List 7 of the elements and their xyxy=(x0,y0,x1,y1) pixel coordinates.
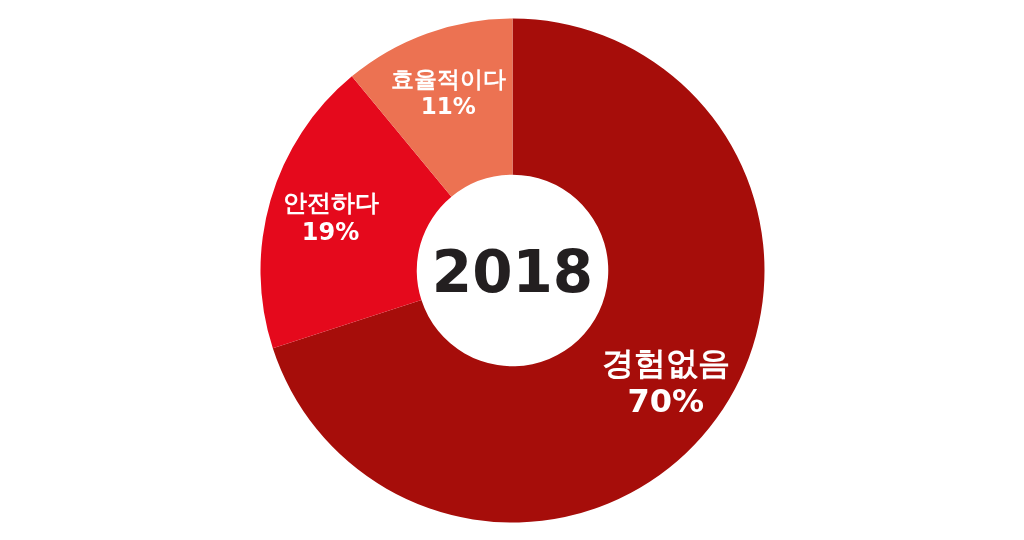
text: 2018 xyxy=(431,238,594,306)
data-label: 70% xyxy=(627,382,705,421)
data-label: 11% xyxy=(420,92,476,119)
slice-label: 효율적이다 xyxy=(390,65,506,92)
data-label: 19% xyxy=(301,218,360,247)
slice-label: 안전하다 xyxy=(282,189,379,218)
slice-label: 경험없음 xyxy=(601,343,730,382)
